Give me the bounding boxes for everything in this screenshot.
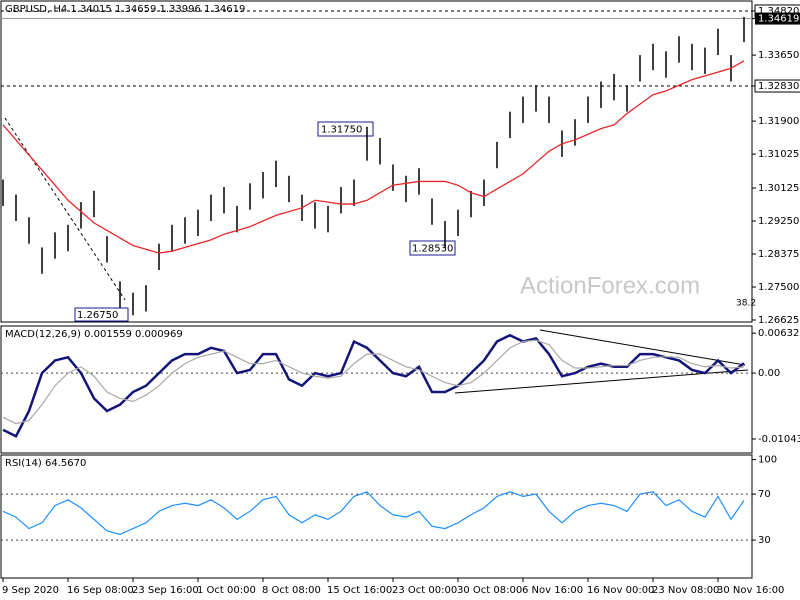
x-tick-label: 8 Oct 08:00 <box>262 585 321 596</box>
y-tick-label: 70 <box>758 489 771 500</box>
x-tick-label: 9 Sep 2020 <box>2 585 59 596</box>
y-tick-label: 30 <box>758 535 771 546</box>
annotation-box <box>409 240 456 256</box>
x-tick-label: 1 Oct 00:00 <box>197 585 256 596</box>
y-tick-label: 1.34619 <box>758 14 799 25</box>
x-tick-label: 30 Nov 16:00 <box>717 585 784 596</box>
y-tick-label: 1.27500 <box>758 282 799 293</box>
y-tick-label: 1.26625 <box>758 315 799 326</box>
trend-line <box>4 117 126 301</box>
price-title: GBPUSD, H4 1.34015 1.34659 1.33996 1.346… <box>5 4 245 15</box>
y-tick-label: 0.006326 <box>758 328 800 339</box>
y-tick-label: 1.34820 <box>758 6 799 17</box>
y-tick-label: 1.32830 <box>758 81 799 92</box>
x-tick-label: 23 Oct 00:00 <box>392 585 457 596</box>
annotation-box <box>317 121 374 137</box>
series-line <box>2 60 745 254</box>
x-tick-label: 16 Sep 08:00 <box>67 585 134 596</box>
x-tick-label: 23 Nov 08:00 <box>652 585 719 596</box>
annotation: 1.28530 <box>412 244 453 255</box>
y-tick-label: 1.29250 <box>758 216 799 227</box>
annotation: 1.26750 <box>77 310 118 321</box>
y-tick-label: 1.31900 <box>758 116 799 127</box>
series-line <box>2 491 745 535</box>
rsi-title: RSI(14) 64.5670 <box>5 458 86 469</box>
fib-label: 38.2 <box>736 299 756 309</box>
y-tick-label: 1.30125 <box>758 183 799 194</box>
series-line <box>2 339 745 425</box>
x-tick-label: 15 Oct 16:00 <box>327 585 392 596</box>
price-pane <box>0 0 753 323</box>
x-tick-label: 30 Oct 08:00 <box>457 585 522 596</box>
price-label-box <box>754 79 800 93</box>
macd-pane <box>0 325 753 454</box>
rsi-pane <box>0 454 753 579</box>
x-tick-label: 6 Nov 16:00 <box>522 585 583 596</box>
price-label-box <box>755 12 800 25</box>
y-tick-label: 100 <box>758 455 777 466</box>
annotation: 1.31750 <box>321 125 362 136</box>
x-tick-label: 16 Nov 00:00 <box>587 585 654 596</box>
watermark: ActionForex.com <box>520 272 700 299</box>
y-tick-label: -0.010438 <box>758 434 800 445</box>
y-tick-label: 0.00 <box>758 368 780 379</box>
macd-title: MACD(12,26,9) 0.001559 0.000969 <box>5 329 183 340</box>
x-tick-label: 23 Sep 16:00 <box>132 585 199 596</box>
y-tick-label: 1.33650 <box>758 50 799 61</box>
macd-trend-line <box>539 329 746 366</box>
y-tick-label: 1.31025 <box>758 149 799 160</box>
y-tick-label: 1.28375 <box>758 249 799 260</box>
macd-trend-line <box>454 369 749 394</box>
annotation-box <box>74 307 129 322</box>
